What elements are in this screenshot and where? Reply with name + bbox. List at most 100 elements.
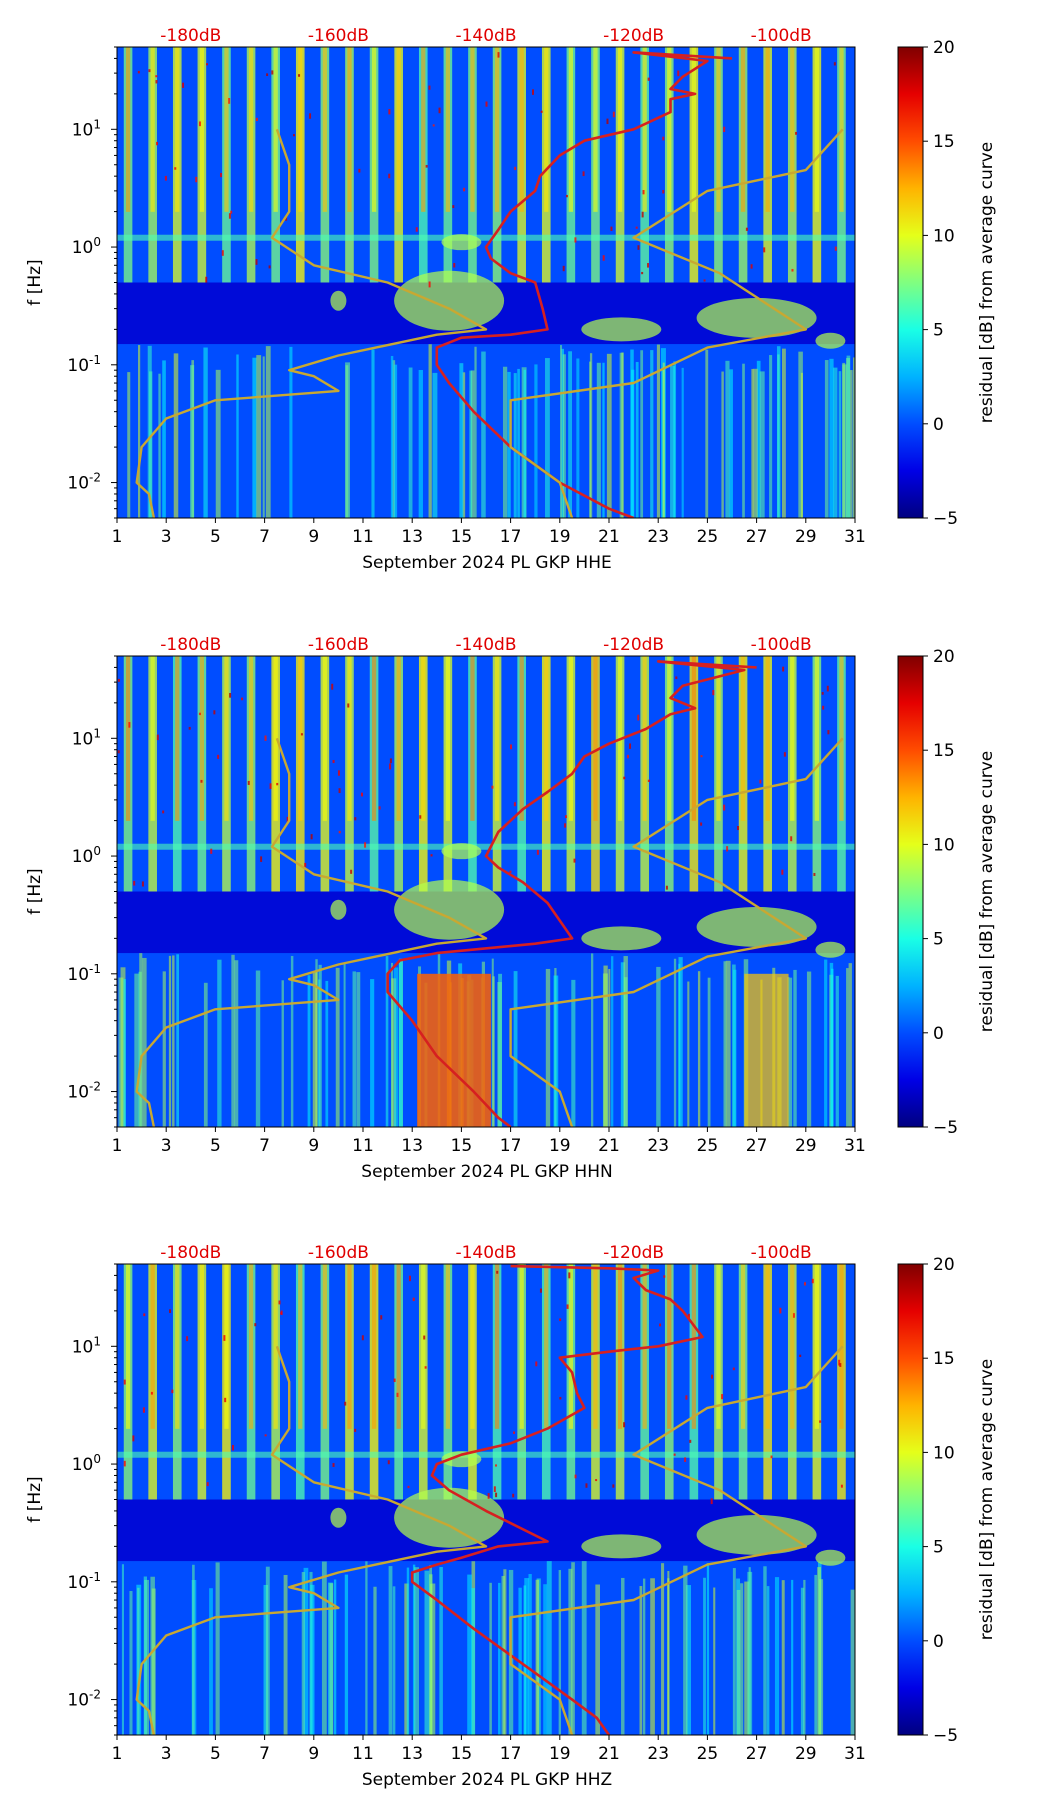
speckle bbox=[200, 779, 203, 783]
y-axis-label: f [Hz] bbox=[25, 868, 45, 914]
lower-streak bbox=[853, 357, 855, 518]
speckle bbox=[687, 1313, 690, 1319]
lower-streak bbox=[321, 1561, 327, 1735]
speckle bbox=[711, 1374, 714, 1379]
lower-streak bbox=[619, 352, 624, 518]
microseism-blob bbox=[815, 332, 846, 349]
speckle bbox=[260, 856, 263, 862]
lower-streak bbox=[732, 1568, 736, 1735]
x-tick-label: 5 bbox=[210, 1136, 221, 1156]
x-tick-label: 25 bbox=[697, 1744, 719, 1764]
lower-streak bbox=[471, 1588, 475, 1735]
lower-streak bbox=[603, 965, 608, 1127]
lower-streak bbox=[621, 1577, 625, 1735]
lower-streak bbox=[513, 971, 518, 1127]
x-tick-label: 11 bbox=[352, 1744, 374, 1764]
colorbar-tick-label: 20 bbox=[933, 647, 955, 667]
microseism-blob bbox=[330, 899, 347, 920]
speckle bbox=[241, 697, 244, 701]
speckle bbox=[839, 1363, 842, 1367]
speckle bbox=[117, 678, 120, 682]
lower-streak bbox=[120, 967, 126, 1127]
speckle bbox=[721, 1394, 724, 1400]
daily-stripe-core bbox=[740, 1264, 746, 1429]
lower-streak bbox=[139, 953, 143, 1127]
speckle bbox=[266, 73, 269, 77]
lower-streak bbox=[414, 1567, 420, 1735]
lower-streak bbox=[589, 361, 592, 518]
lower-streak bbox=[236, 354, 239, 518]
lower-streak bbox=[373, 1586, 377, 1735]
speckle bbox=[117, 750, 120, 754]
lower-streak bbox=[753, 368, 758, 518]
top-db-label: -100dB bbox=[751, 1243, 812, 1263]
lower-streak bbox=[800, 372, 803, 518]
speckle bbox=[827, 730, 830, 735]
speckle bbox=[700, 822, 703, 826]
speckle bbox=[360, 792, 363, 797]
speckle bbox=[779, 1307, 782, 1314]
daily-stripe-core bbox=[814, 1264, 820, 1429]
lower-streak bbox=[806, 971, 812, 1127]
speckle bbox=[338, 788, 341, 794]
lower-streak bbox=[162, 360, 166, 518]
top-db-label: -160dB bbox=[308, 26, 369, 46]
series-line bbox=[509, 737, 844, 1127]
lower-streak bbox=[798, 351, 803, 518]
speckle bbox=[689, 1439, 692, 1443]
y-tick-label: 101 bbox=[72, 726, 101, 749]
speckle bbox=[133, 880, 136, 886]
lower-streak bbox=[231, 954, 235, 1127]
lower-streak bbox=[498, 973, 503, 1127]
speckle bbox=[255, 259, 258, 265]
speckle bbox=[493, 1486, 496, 1492]
high-residual-block bbox=[744, 973, 789, 1127]
daily-stripe-core bbox=[740, 47, 746, 212]
colorbar-tick-label: 5 bbox=[933, 1538, 944, 1558]
lower-streak bbox=[406, 1567, 410, 1735]
lower-streak bbox=[513, 373, 517, 518]
daily-stripe-core bbox=[298, 1264, 303, 1429]
speckle bbox=[792, 1313, 795, 1318]
speckle bbox=[407, 1485, 410, 1489]
top-db-label: -120dB bbox=[603, 1243, 664, 1263]
speckle bbox=[223, 1335, 226, 1341]
speckle bbox=[276, 782, 279, 786]
speckle bbox=[565, 194, 568, 198]
microseism-blob bbox=[441, 1451, 482, 1468]
speckle bbox=[332, 759, 335, 764]
speckle bbox=[700, 755, 703, 758]
x-tick-label: 19 bbox=[549, 527, 571, 547]
speckle bbox=[148, 69, 151, 73]
speckle bbox=[822, 705, 825, 710]
lower-streak bbox=[255, 970, 261, 1127]
lower-streak bbox=[192, 1564, 195, 1735]
speckle bbox=[838, 1359, 841, 1366]
speckle bbox=[496, 1270, 499, 1274]
speckle bbox=[673, 1453, 676, 1456]
speckle bbox=[781, 869, 784, 875]
lower-streak bbox=[481, 351, 486, 518]
daily-stripe-core bbox=[642, 47, 647, 212]
speckle bbox=[610, 226, 613, 231]
lower-streak bbox=[127, 372, 131, 518]
x-tick-label: 7 bbox=[259, 1136, 270, 1156]
daily-stripe-core bbox=[224, 47, 229, 212]
speckle bbox=[509, 870, 512, 873]
lower-streak bbox=[568, 1568, 573, 1735]
y-tick-label: 10-2 bbox=[67, 1080, 101, 1103]
speckle bbox=[791, 268, 794, 272]
speckle bbox=[647, 779, 650, 782]
lower-streak bbox=[791, 1579, 794, 1735]
lower-streak bbox=[667, 1571, 670, 1735]
lower-streak bbox=[469, 370, 473, 518]
colorbar-tick-label: 5 bbox=[933, 930, 944, 950]
speckle bbox=[143, 1313, 146, 1317]
x-tick-label: 27 bbox=[746, 1136, 768, 1156]
lower-streak bbox=[803, 1579, 806, 1735]
speckle bbox=[566, 1304, 569, 1309]
daily-stripe-core bbox=[150, 656, 155, 821]
x-axis-label: September 2024 PL GKP HHE bbox=[362, 553, 611, 573]
lower-streak bbox=[562, 354, 566, 518]
